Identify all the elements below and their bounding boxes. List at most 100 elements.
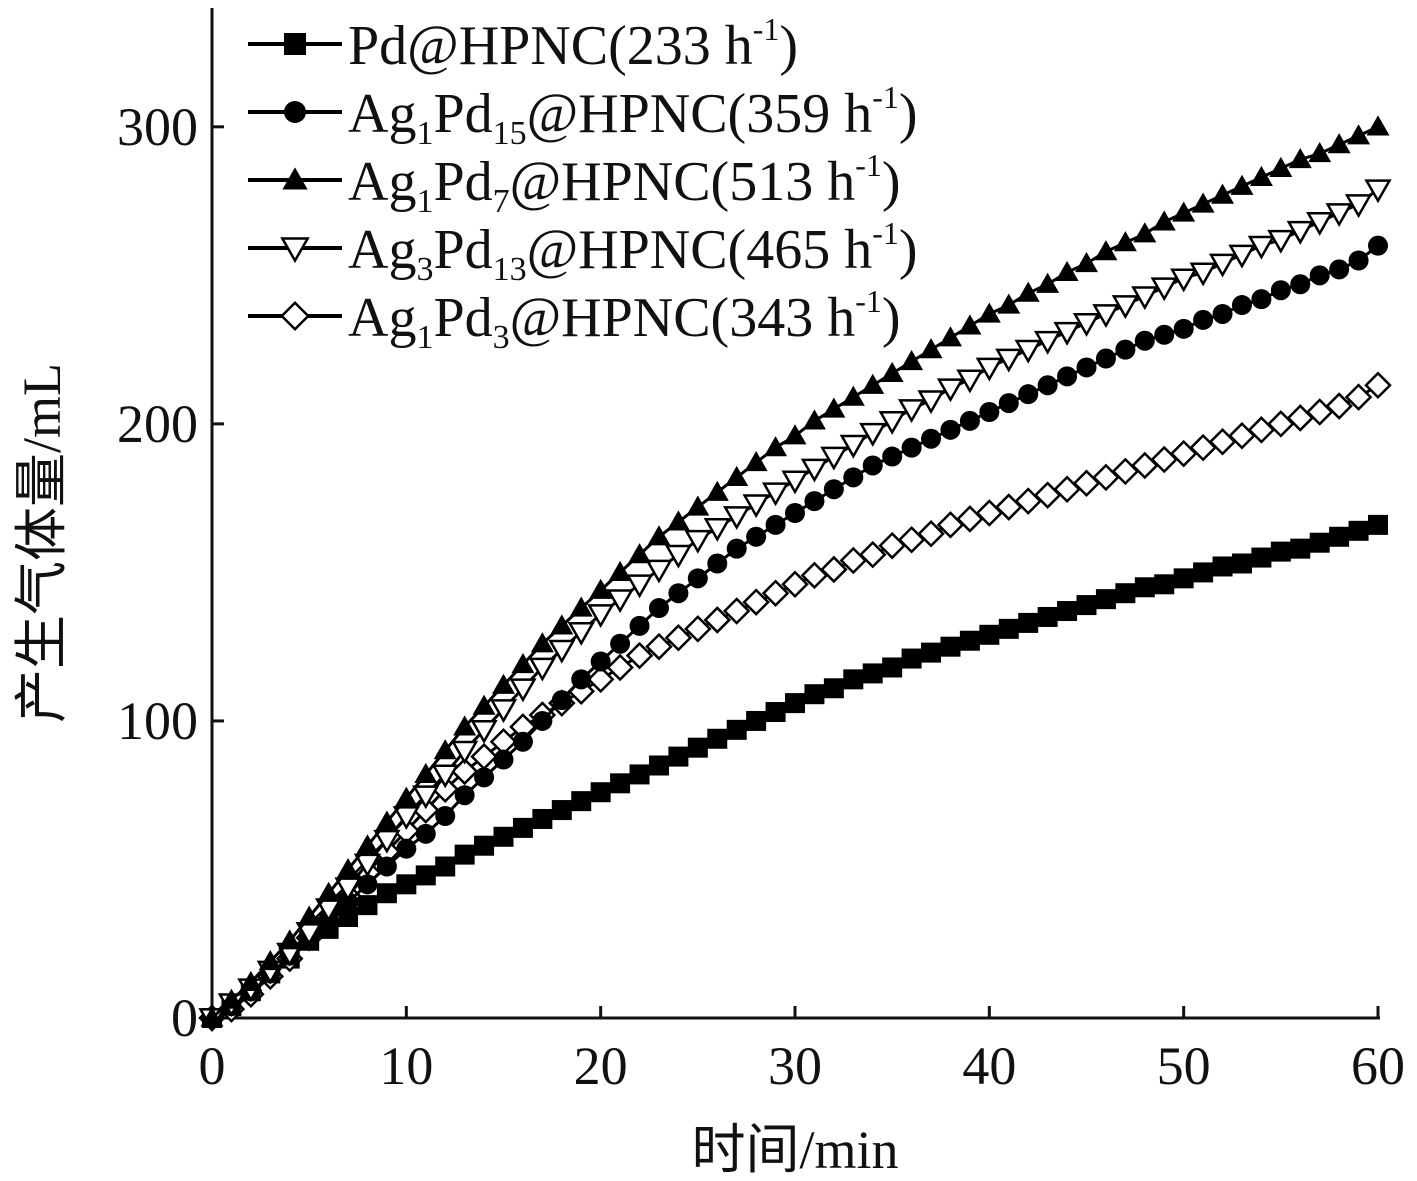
data-point-triangle-up	[822, 397, 846, 418]
data-point-diamond	[742, 588, 770, 616]
data-point-triangle-down	[1344, 194, 1373, 219]
data-point-triangle-up	[1036, 272, 1060, 293]
data-point-triangle-up	[1133, 222, 1157, 243]
data-point-square	[284, 33, 306, 55]
data-point-circle	[376, 856, 397, 877]
data-point-circle	[1173, 318, 1194, 339]
data-point-triangle-up	[530, 632, 554, 653]
data-point-square	[1057, 601, 1078, 622]
data-point-square	[512, 817, 533, 838]
data-point-triangle-up	[764, 436, 788, 457]
data-point-square	[843, 669, 864, 690]
data-point-triangle-up	[219, 988, 243, 1009]
x-tick-label: 10	[379, 1036, 433, 1096]
data-point-square	[1368, 514, 1388, 535]
data-point-circle	[707, 553, 728, 574]
data-point-triangle-down	[1306, 212, 1334, 236]
data-point-square	[823, 678, 844, 699]
legend-label: Ag1Pd7@HPNC(513 h-1)	[348, 147, 901, 220]
data-point-triangle-up	[1094, 240, 1118, 261]
data-point-circle	[1193, 309, 1214, 330]
data-point-triangle-up	[355, 834, 379, 855]
data-point-square	[1309, 532, 1330, 553]
legend-label-part: @HPNC(359 h	[527, 83, 873, 145]
data-point-square	[746, 710, 767, 731]
data-point-triangle-up	[278, 929, 302, 950]
data-point-triangle-up	[783, 424, 807, 445]
legend-label-part: -1	[855, 283, 882, 319]
y-tick-label: 300	[117, 97, 198, 157]
data-point-triangle-down	[1111, 295, 1140, 320]
data-point-square	[707, 728, 728, 749]
data-point-triangle-down	[1053, 321, 1081, 346]
legend-label-part: )	[882, 287, 901, 349]
data-point-diamond	[1325, 392, 1353, 420]
data-point-circle	[474, 767, 495, 788]
data-point-circle	[610, 633, 631, 654]
data-point-circle	[1231, 295, 1252, 316]
data-point-triangle-down	[373, 829, 401, 854]
legend-label-part: Pd@HPNC(233 h	[348, 15, 753, 77]
data-point-circle	[998, 393, 1019, 414]
legend-label-part: 13	[493, 251, 527, 288]
data-point-square	[1193, 562, 1214, 583]
data-point-circle	[726, 538, 747, 559]
data-point-triangle-down	[839, 434, 867, 459]
x-tick-label: 0	[199, 1036, 226, 1096]
legend-label-part: 15	[493, 115, 527, 152]
data-point-triangle-down	[742, 494, 770, 519]
legend-label-part: 1	[416, 115, 433, 152]
data-point-triangle-up	[686, 495, 710, 516]
data-point-square	[571, 791, 592, 812]
data-point-circle	[551, 690, 572, 711]
legend-label-part: )	[899, 219, 918, 281]
data-point-square	[785, 693, 805, 714]
data-point-circle	[765, 514, 786, 535]
data-point-triangle-up	[1308, 142, 1332, 163]
data-point-circle	[687, 568, 708, 589]
legend-label-part: -1	[872, 215, 899, 251]
data-point-triangle-up	[1366, 115, 1390, 136]
x-tick-label: 30	[768, 1036, 822, 1096]
data-point-circle	[959, 410, 980, 431]
data-point-square	[454, 844, 475, 865]
legend-label-part: 1	[416, 183, 433, 220]
legend-label: Ag1Pd3@HPNC(343 h-1)	[348, 283, 901, 356]
data-point-triangle-down	[567, 621, 595, 646]
data-point-square	[959, 630, 980, 651]
data-point-triangle-up	[433, 739, 457, 760]
y-axis-title: 产生气体量/mL	[12, 363, 72, 723]
data-point-circle	[454, 785, 475, 806]
data-point-square	[435, 856, 456, 877]
data-point-square	[551, 800, 572, 821]
data-point-triangle-up	[317, 881, 341, 902]
legend-label-part: 7	[493, 183, 510, 220]
legend-label-part: )	[779, 15, 798, 77]
data-point-diamond	[761, 579, 790, 607]
data-point-triangle-down	[1208, 253, 1237, 278]
legend-label-part: 1	[416, 319, 433, 356]
data-point-square	[862, 663, 883, 684]
plot-area	[198, 115, 1392, 1033]
data-point-square	[726, 719, 747, 740]
data-point-square	[1251, 547, 1272, 568]
data-point-diamond	[664, 623, 693, 652]
legend-label-part: Pd	[433, 151, 492, 213]
data-point-square	[901, 648, 922, 669]
data-point-square	[1115, 583, 1136, 604]
data-point-square	[1154, 574, 1175, 595]
legend-label-part: @HPNC(343 h	[510, 287, 856, 349]
data-point-circle	[1057, 366, 1078, 387]
data-point-triangle-down	[684, 529, 712, 554]
data-point-triangle-up	[258, 950, 282, 971]
data-point-diamond	[625, 641, 654, 670]
data-point-triangle-down	[936, 378, 965, 403]
data-point-diamond	[781, 570, 809, 599]
data-point-square	[1095, 589, 1116, 610]
data-point-triangle-down	[1267, 229, 1295, 254]
data-point-diamond	[703, 606, 732, 634]
data-point-triangle-up	[861, 373, 885, 394]
data-point-circle	[1270, 280, 1291, 301]
